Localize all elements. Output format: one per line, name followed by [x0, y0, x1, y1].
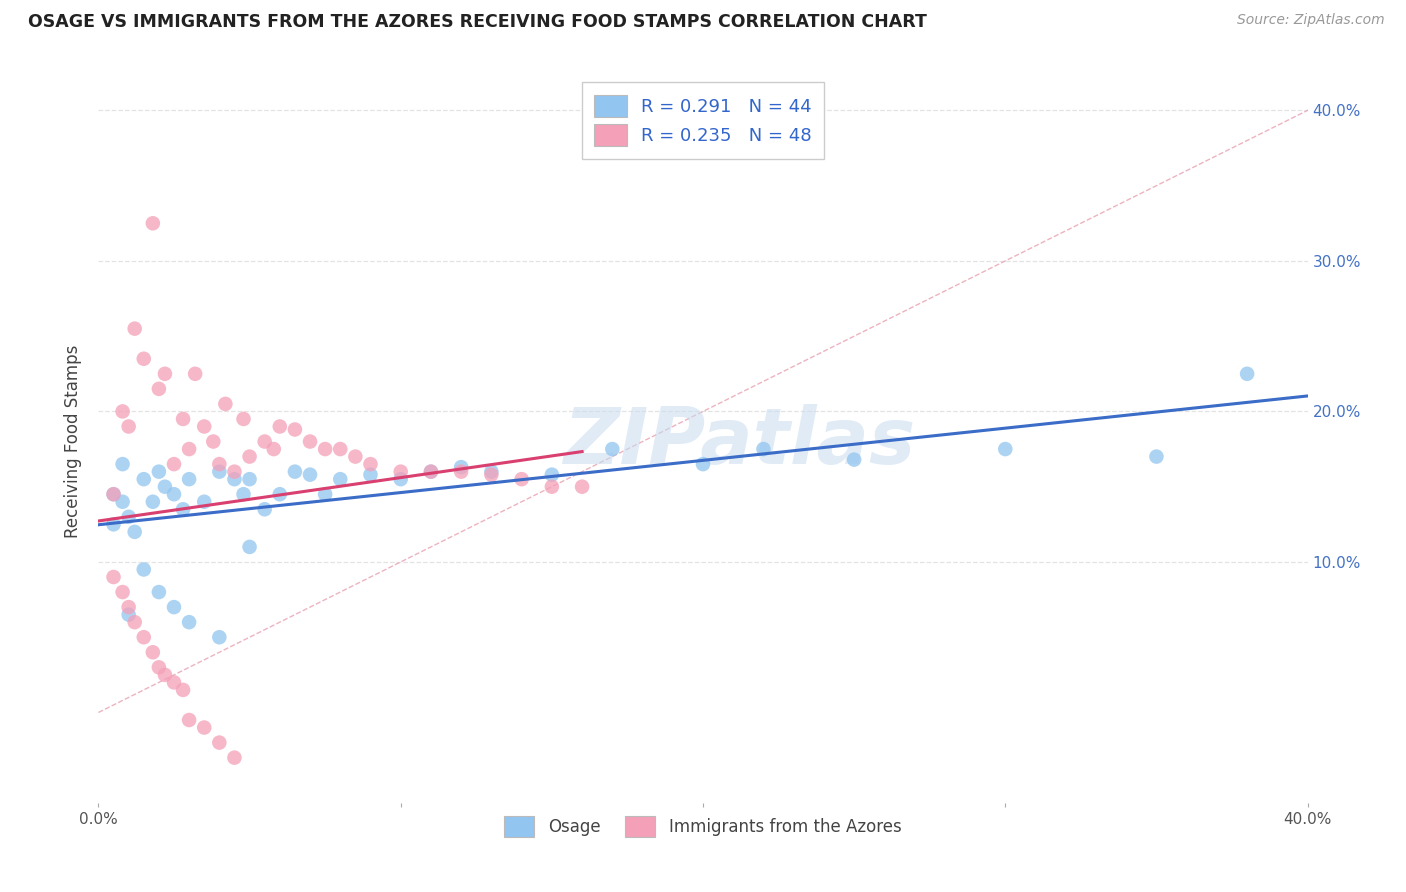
Text: OSAGE VS IMMIGRANTS FROM THE AZORES RECEIVING FOOD STAMPS CORRELATION CHART: OSAGE VS IMMIGRANTS FROM THE AZORES RECE…: [28, 13, 927, 31]
Point: [153, 668, 176, 682]
Point: [202, 434, 225, 449]
Point: [314, 487, 336, 501]
Point: [118, 607, 141, 622]
Point: [284, 423, 307, 437]
Point: [224, 465, 246, 479]
Point: [153, 480, 176, 494]
Point: [602, 442, 624, 456]
Point: [208, 630, 231, 644]
Point: [253, 502, 276, 516]
Point: [179, 472, 201, 486]
Point: [179, 713, 201, 727]
Point: [481, 467, 503, 482]
Point: [224, 750, 246, 764]
Point: [450, 465, 472, 479]
Point: [420, 465, 443, 479]
Point: [208, 457, 231, 471]
Point: [172, 412, 194, 426]
Point: [148, 660, 170, 674]
Point: [314, 442, 336, 456]
Point: [118, 419, 141, 434]
Point: [111, 457, 134, 471]
Legend: Osage, Immigrants from the Azores: Osage, Immigrants from the Azores: [496, 808, 910, 845]
Point: [329, 472, 352, 486]
Point: [132, 562, 155, 576]
Point: [269, 487, 291, 501]
Point: [142, 494, 165, 508]
Point: [269, 419, 291, 434]
Point: [148, 465, 170, 479]
Point: [132, 351, 155, 366]
Point: [163, 457, 186, 471]
Point: [239, 472, 262, 486]
Point: [163, 675, 186, 690]
Point: [103, 487, 125, 501]
Point: [208, 465, 231, 479]
Text: Source: ZipAtlas.com: Source: ZipAtlas.com: [1237, 13, 1385, 28]
Point: [284, 465, 307, 479]
Point: [481, 465, 503, 479]
Point: [103, 487, 125, 501]
Point: [124, 524, 146, 539]
Point: [184, 367, 207, 381]
Point: [263, 442, 285, 456]
Point: [163, 600, 186, 615]
Point: [208, 735, 231, 749]
Point: [118, 600, 141, 615]
Point: [193, 419, 215, 434]
Point: [360, 467, 382, 482]
Point: [111, 585, 134, 599]
Point: [450, 460, 472, 475]
Point: [232, 487, 254, 501]
Point: [389, 472, 412, 486]
Point: [420, 465, 443, 479]
Point: [253, 434, 276, 449]
Point: [214, 397, 236, 411]
Point: [224, 472, 246, 486]
Point: [193, 721, 215, 735]
Point: [389, 465, 412, 479]
Point: [1144, 450, 1167, 464]
Point: [124, 615, 146, 630]
Point: [344, 450, 367, 464]
Point: [994, 442, 1017, 456]
Point: [132, 630, 155, 644]
Point: [142, 645, 165, 659]
Point: [179, 442, 201, 456]
Point: [692, 457, 714, 471]
Point: [118, 509, 141, 524]
Point: [540, 467, 562, 482]
Point: [239, 450, 262, 464]
Point: [540, 480, 562, 494]
Point: [148, 382, 170, 396]
Point: [844, 452, 866, 467]
Point: [103, 517, 125, 532]
Point: [124, 321, 146, 335]
Point: [111, 494, 134, 508]
Point: [172, 682, 194, 697]
Point: [179, 615, 201, 630]
Y-axis label: Receiving Food Stamps: Receiving Food Stamps: [65, 345, 83, 538]
Point: [142, 216, 165, 230]
Point: [329, 442, 352, 456]
Point: [510, 472, 533, 486]
Point: [148, 585, 170, 599]
Point: [111, 404, 134, 418]
Point: [360, 457, 382, 471]
Point: [571, 480, 593, 494]
Point: [193, 494, 215, 508]
Point: [132, 472, 155, 486]
Point: [172, 502, 194, 516]
Point: [103, 570, 125, 584]
Point: [299, 467, 322, 482]
Point: [299, 434, 322, 449]
Point: [239, 540, 262, 554]
Point: [752, 442, 775, 456]
Point: [232, 412, 254, 426]
Point: [153, 367, 176, 381]
Point: [1236, 367, 1258, 381]
Text: ZIPatlas: ZIPatlas: [564, 403, 915, 480]
Point: [163, 487, 186, 501]
